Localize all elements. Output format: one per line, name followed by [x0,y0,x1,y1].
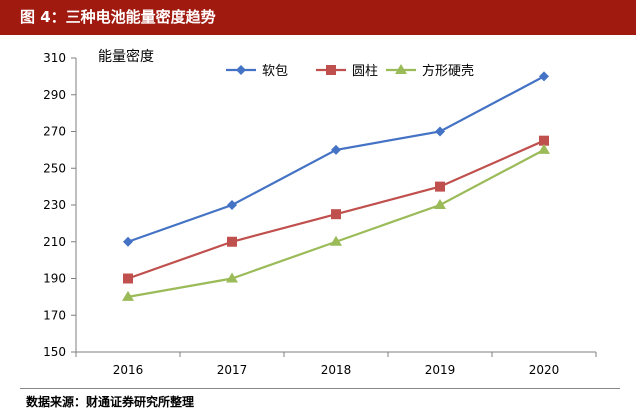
series-3-point [122,290,134,301]
legend-label-3: 方形硬壳 [422,63,474,79]
legend-marker-3 [395,64,407,74]
y-tick-label: 150 [43,345,66,359]
x-tick-label: 2018 [321,363,352,377]
y-tick-label: 230 [43,198,66,212]
source-note: 数据来源：财通证券研究所整理 [26,395,195,409]
x-tick-label: 2017 [217,363,248,377]
x-tick-label: 2019 [425,363,456,377]
legend-label-1: 软包 [262,64,288,79]
legend-marker-1 [236,65,246,75]
y-tick-label: 170 [43,308,66,322]
series-1-point [227,200,237,210]
series-2-point [227,236,237,247]
series-2-point [435,181,445,192]
source-rule [20,388,620,389]
line-chart: 150 170 190 210 230 250 270 290 310 2016 2017 2018 2… [43,48,597,377]
y-axis-label: 能量密度 [98,48,154,65]
y-tick-label: 210 [43,235,66,249]
legend-label-2: 圆柱 [352,64,378,79]
y-tick-label: 190 [43,272,66,286]
series-3-point [538,143,550,154]
series-1-point [539,71,549,82]
series-2-point [123,273,133,284]
chart-series [122,71,550,301]
y-tick-label: 250 [43,161,66,175]
series-1-point [123,236,133,247]
x-tick-label: 2020 [529,363,560,377]
series-2-point [539,135,549,146]
chart-axes: 150 170 190 210 230 250 270 290 310 2016 2017 2018 2… [43,51,597,377]
title-bar: 图 4：三种电池能量密度趋势 [0,0,636,33]
series-1-point [435,126,445,137]
series-line-3 [127,148,545,298]
x-tick-label: 2016 [113,363,144,377]
y-tick-label: 270 [43,125,66,139]
y-tick-label: 310 [43,51,66,65]
legend-marker-2 [326,65,336,75]
series-1-point [331,144,341,155]
figure-title: 图 4：三种电池能量密度趋势 [20,8,216,26]
y-tick-label: 290 [43,88,66,102]
series-3-point [434,199,446,209]
series-3-point [330,235,342,246]
series-3-point [226,272,238,283]
title-rule [0,33,636,35]
series-2-point [331,209,341,220]
chart-legend: 软包 圆柱 方形硬壳 [226,63,474,79]
